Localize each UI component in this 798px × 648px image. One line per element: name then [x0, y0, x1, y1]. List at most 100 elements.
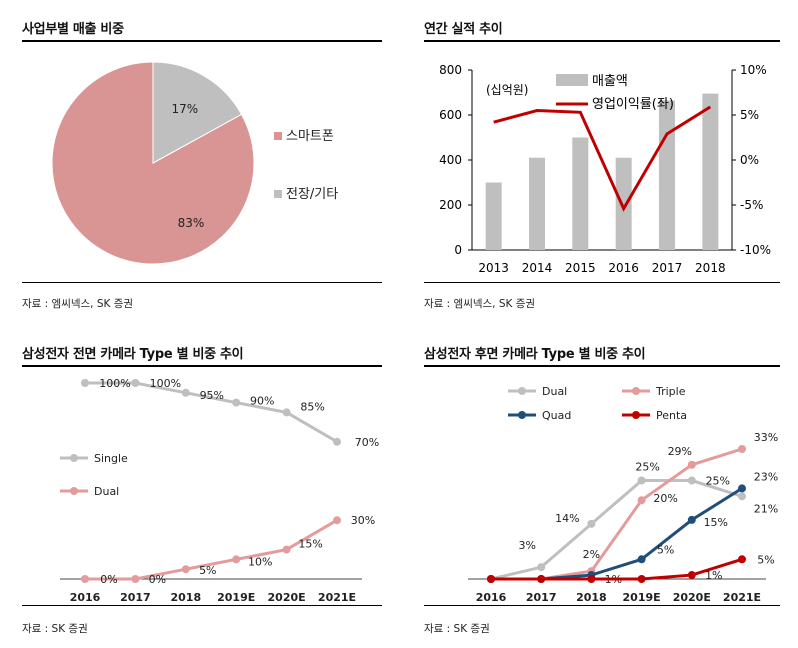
front-camera-line-chart: 2016 2017 2018 2019E 2020E 2021E 100% 100% 95% 90… — [60, 377, 379, 604]
legend-swatch-dot — [518, 387, 526, 395]
x-tick-label: 2021E — [318, 591, 356, 604]
series-point-single — [131, 379, 140, 387]
x-tick-label: 2019E — [623, 591, 661, 604]
margin-line — [493, 105, 712, 212]
series-point-penta — [738, 555, 746, 564]
legend-swatch — [274, 190, 282, 198]
series-point-dual — [537, 563, 546, 572]
series-point-penta — [637, 575, 646, 583]
series-point-dual — [232, 555, 241, 564]
series-point-quad — [687, 515, 696, 524]
data-label: 5% — [199, 564, 216, 577]
pie-data-label: 83% — [178, 216, 205, 230]
bar-2016 — [615, 157, 632, 250]
data-label: 3% — [518, 539, 535, 552]
title-rule — [22, 365, 382, 367]
panel-front-camera: 삼성전자 전면 카메라 Type 별 비중 추이 2016 2017 2018 201… — [22, 343, 392, 643]
data-label: 5% — [757, 553, 774, 566]
series-point-dual — [181, 565, 190, 574]
legend-label: Quad — [542, 409, 571, 422]
series-point-dual — [282, 545, 291, 554]
data-label: 20% — [653, 492, 677, 505]
bar-line-chart: 800 600 400 200 0 10% 5% 0% -5% -10% 2013 2014 2015 2… — [439, 63, 771, 275]
legend-label: Dual — [542, 385, 567, 398]
x-tick-label: 2018 — [695, 261, 726, 275]
data-label: 23% — [754, 470, 778, 483]
x-tick-label: 2016 — [608, 261, 639, 275]
series-point-triple — [637, 496, 646, 505]
series-point-dual — [131, 575, 140, 583]
right-tick-label: -5% — [740, 198, 763, 212]
right-tick-label: 5% — [740, 108, 759, 122]
bar-2013 — [485, 182, 502, 250]
x-tick-label: 2019E — [217, 591, 255, 604]
bar-2018 — [702, 93, 719, 250]
bottom-rule — [424, 282, 780, 283]
series-point-dual — [81, 575, 89, 583]
data-label: 2% — [583, 548, 600, 561]
right-tick-label: 0% — [740, 153, 759, 167]
source-note: 자료 : 엠씨넥스, SK 증권 — [22, 298, 134, 310]
legend-swatch-dot — [518, 411, 526, 419]
series-point-triple — [687, 460, 696, 469]
series-point-single — [232, 398, 241, 407]
x-tick-label: 2018 — [170, 591, 201, 604]
data-label: 15% — [298, 538, 322, 551]
data-label: 30% — [351, 514, 375, 527]
x-tick-label: 2018 — [576, 591, 607, 604]
left-tick-label: 800 — [439, 63, 462, 77]
legend-label-line: 영업이익률(좌) — [592, 97, 674, 112]
pie-data-label: 17% — [172, 102, 199, 116]
left-tick-label: 200 — [439, 198, 462, 212]
legend-label: Penta — [656, 409, 687, 422]
series-line-dual — [85, 518, 338, 581]
series-line-dual — [490, 479, 743, 581]
data-label: 10% — [248, 555, 272, 568]
title-rule — [22, 40, 382, 42]
data-label: 100% — [99, 377, 130, 390]
bottom-rule — [424, 605, 780, 606]
series-point-penta — [587, 575, 596, 583]
series-point-dual — [637, 476, 646, 485]
legend-label: 스마트폰 — [286, 129, 334, 144]
series-point-single — [333, 437, 341, 446]
data-label: 21% — [754, 502, 778, 515]
series-line-single — [85, 381, 338, 444]
legend-label: Dual — [94, 485, 119, 498]
series-point-single — [282, 408, 291, 417]
series-point-quad — [738, 484, 746, 493]
left-tick-label: 600 — [439, 108, 462, 122]
right-tick-label: -10% — [740, 243, 771, 257]
legend-label: Single — [94, 452, 128, 465]
data-label: 5% — [657, 543, 674, 556]
source-note: 자료 : SK 증권 — [22, 623, 88, 635]
title-rule — [424, 365, 780, 367]
title-rule — [424, 40, 780, 42]
series-point-dual — [738, 492, 746, 501]
left-tick-label: 0 — [454, 243, 462, 257]
panel-rear-camera: 삼성전자 후면 카메라 Type 별 비중 추이 2016 2017 2018 201… — [424, 343, 794, 643]
x-tick-label: 2021E — [723, 591, 761, 604]
data-label: 90% — [250, 395, 274, 408]
x-tick-label: 2020E — [268, 591, 306, 604]
x-tick-label: 2016 — [70, 591, 101, 604]
legend-swatch — [274, 132, 282, 140]
panel-title: 연간 실적 추이 — [424, 22, 503, 37]
data-label: 85% — [300, 400, 324, 413]
data-label: 29% — [668, 445, 692, 458]
series-point-penta — [687, 571, 696, 580]
series-point-dual — [587, 519, 596, 528]
bottom-rule — [22, 282, 382, 283]
series-point-single — [81, 379, 89, 387]
bar-2015 — [572, 137, 589, 250]
x-tick-label: 2017 — [652, 261, 683, 275]
legend-label: 전장/기타 — [286, 187, 338, 202]
legend-label: Triple — [655, 385, 686, 398]
data-label: 1% — [705, 569, 722, 582]
right-tick-label: 10% — [740, 63, 767, 77]
series-line-penta — [491, 557, 743, 581]
series-point-dual — [333, 516, 341, 525]
data-label: 100% — [150, 377, 181, 390]
series-line-triple — [491, 447, 743, 581]
